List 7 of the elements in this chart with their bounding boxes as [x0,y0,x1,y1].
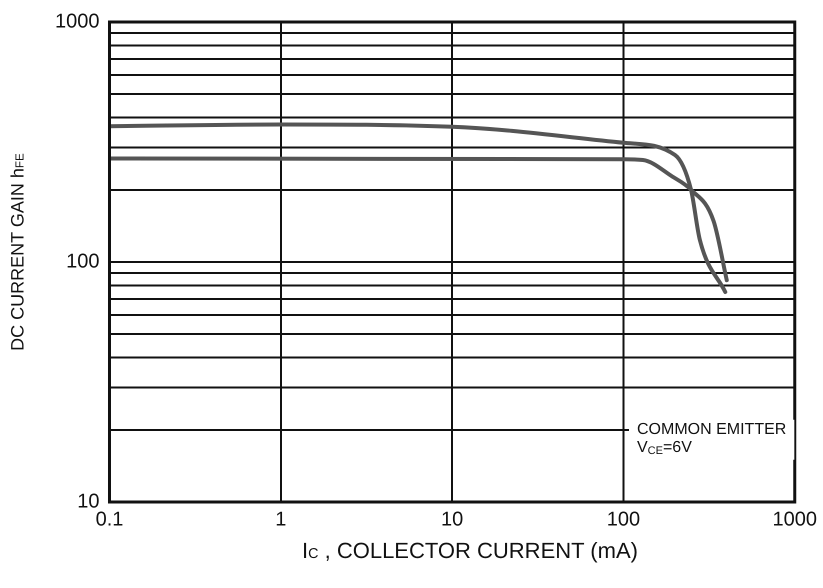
x-tick-label: 100 [606,508,640,531]
y-tick-label: 1000 [54,10,100,33]
x-tick-label: 1000 [772,508,818,531]
annotation: COMMON EMITTER [637,421,786,438]
x-tick-label: 1 [275,508,286,531]
y-tick-label: 100 [66,250,100,273]
x-tick-label: 10 [441,508,464,531]
